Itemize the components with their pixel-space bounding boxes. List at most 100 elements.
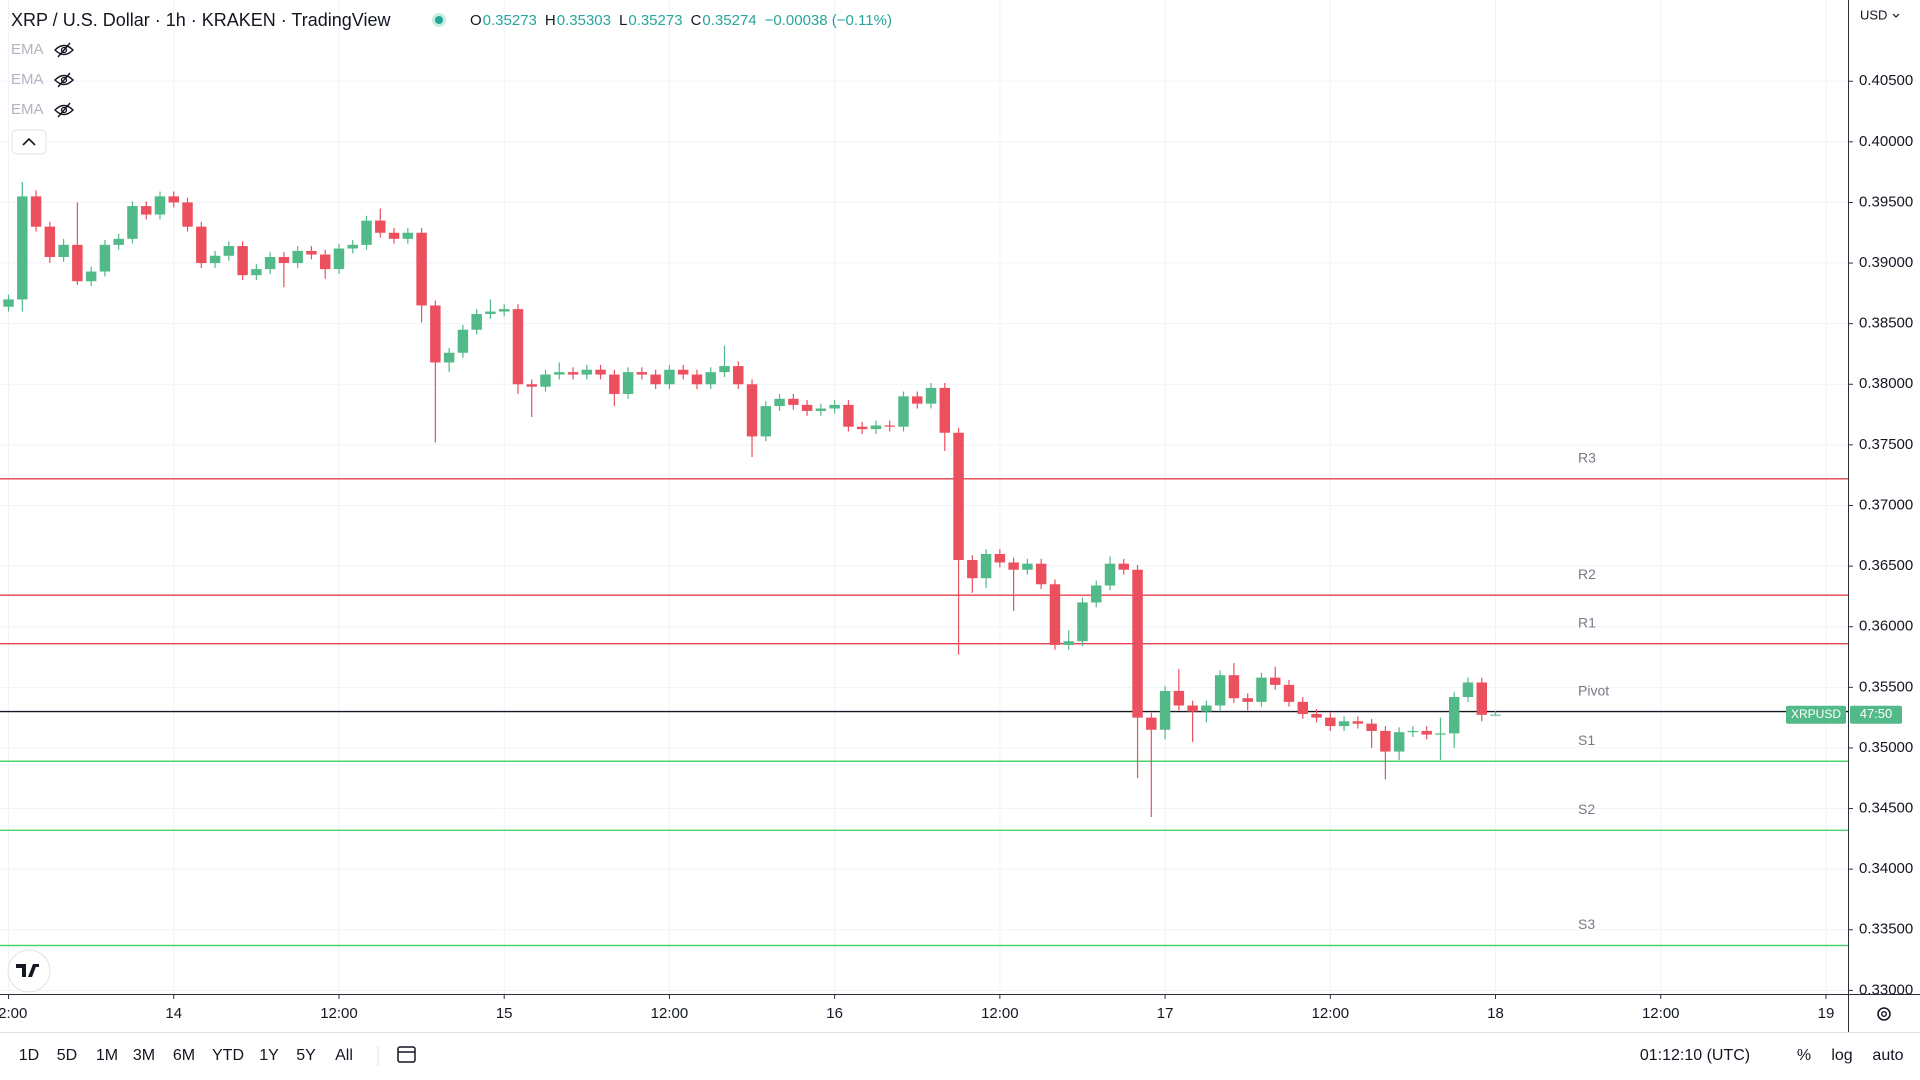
readout-label: L [619, 12, 627, 29]
candle-body [719, 366, 730, 373]
candle-body [237, 246, 248, 276]
candle-body [1035, 563, 1047, 585]
y-tick-label: 0.38500 [1859, 315, 1913, 332]
range-button[interactable]: 1M [96, 1047, 118, 1064]
candle-body [526, 384, 537, 387]
y-tick-label: 0.37000 [1859, 496, 1913, 513]
candle-body [498, 309, 510, 312]
candle-body [925, 387, 937, 404]
range-button[interactable]: 5D [57, 1047, 77, 1064]
candle-body [788, 398, 799, 405]
candle-body [416, 232, 427, 306]
countdown-bg [1850, 705, 1902, 724]
candle-body [677, 369, 689, 375]
candle-body [870, 425, 882, 430]
x-tick-label: 12:00 [1312, 1005, 1350, 1022]
candle-body [1159, 690, 1171, 730]
candle-body [939, 387, 951, 433]
candle-body [815, 408, 827, 411]
logo-bg [7, 949, 51, 993]
candle-body [1173, 690, 1185, 706]
candle-body [443, 352, 455, 363]
indicator-label[interactable]: EMA [11, 41, 44, 58]
hidden-eye-icon[interactable] [54, 42, 74, 58]
hidden-eye-pupil [60, 46, 68, 54]
countdown: 47:50 [1860, 706, 1893, 721]
settings-icon[interactable] [1877, 1007, 1891, 1021]
candle-body [609, 374, 620, 394]
candle-body [1490, 714, 1501, 716]
readout-label: O [470, 12, 482, 29]
range-button[interactable]: 1D [19, 1047, 39, 1064]
collapse-button[interactable] [11, 129, 47, 155]
range-button[interactable]: 1Y [259, 1047, 279, 1064]
candle-body [347, 244, 358, 249]
candle-body [994, 553, 1006, 563]
currency-label[interactable]: USD [1860, 7, 1887, 22]
candle-body [967, 560, 978, 579]
candle-body [746, 384, 758, 437]
scale-option[interactable]: % [1797, 1047, 1811, 1064]
price-tag-symbol: XRPUSD [1791, 707, 1841, 721]
candle-body [1091, 585, 1102, 603]
candle-body [457, 329, 469, 353]
collapse-icon [22, 137, 36, 146]
candle-body [953, 432, 964, 561]
scale-option[interactable]: auto [1872, 1047, 1903, 1064]
candle-body [1022, 563, 1033, 570]
candle-body [209, 255, 221, 264]
scale-option[interactable]: log [1831, 1047, 1852, 1064]
candle-body [912, 396, 923, 404]
candle-body [375, 220, 386, 233]
readout-value: 0.35303 [557, 12, 611, 29]
candle-body [595, 369, 606, 375]
candle-body [30, 196, 42, 227]
y-tick-label: 0.36500 [1859, 557, 1913, 574]
readout-value: 0.35274 [702, 12, 756, 29]
y-tick-label: 0.39000 [1859, 254, 1913, 271]
range-button[interactable]: All [335, 1047, 353, 1064]
range-button[interactable]: YTD [212, 1047, 244, 1064]
y-tick-label: 0.33500 [1859, 921, 1913, 938]
candle-body [278, 256, 290, 264]
candle-body [1448, 697, 1460, 734]
x-tick-label: 12:00 [981, 1005, 1019, 1022]
candle-body [292, 250, 303, 264]
x-tick-label: 15 [496, 1005, 513, 1022]
y-tick-label: 0.40500 [1859, 72, 1913, 89]
hidden-eye-icon[interactable] [54, 72, 74, 88]
candle-body [1214, 675, 1226, 706]
grid [0, 0, 1848, 994]
pivot-level-label: R2 [1578, 566, 1596, 582]
hidden-eye-pupil [60, 106, 68, 114]
candle-body [319, 254, 331, 270]
candle-body [127, 206, 138, 239]
candle-body [774, 398, 785, 407]
x-tick-label: 18 [1487, 1005, 1504, 1022]
candle-body [829, 404, 840, 409]
pivot-level-label: R1 [1578, 614, 1596, 630]
candle-body [1283, 684, 1295, 702]
candle-body [554, 372, 565, 375]
range-button[interactable]: 5Y [296, 1047, 316, 1064]
indicator-label[interactable]: EMA [11, 71, 44, 88]
candle-body [1435, 733, 1446, 735]
hidden-eye-icon[interactable] [54, 102, 74, 118]
candle-body [801, 404, 813, 411]
indicator-label[interactable]: EMA [11, 101, 44, 118]
range-button[interactable]: 6M [173, 1047, 195, 1064]
calendar-icon[interactable] [397, 1046, 416, 1063]
y-tick-label: 0.34500 [1859, 800, 1913, 817]
candle-body [1146, 717, 1157, 730]
y-tick-label: 0.38000 [1859, 375, 1913, 392]
candle-body [485, 311, 496, 314]
candle-body [113, 238, 124, 245]
x-tick-label: 12:00 [651, 1005, 689, 1022]
candle-body [1476, 682, 1487, 715]
range-button[interactable]: 3M [133, 1047, 155, 1064]
candle-body [856, 426, 868, 430]
candle-body [85, 271, 97, 282]
candle-body [980, 553, 992, 579]
clock: 01:12:10 (UTC) [1640, 1047, 1750, 1064]
